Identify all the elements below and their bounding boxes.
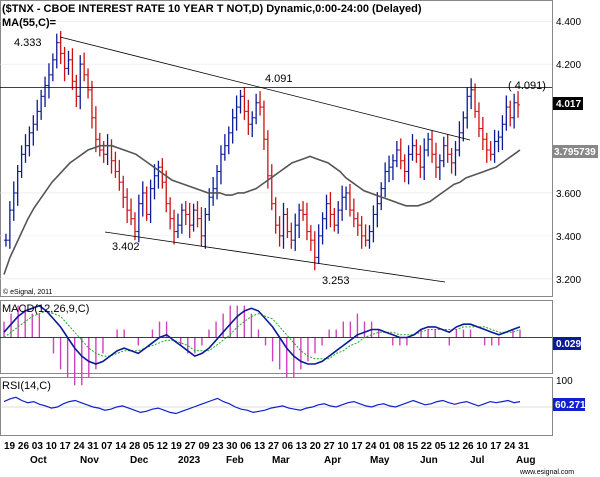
chart-title: ($TNX - CBOE INTEREST RATE 10 YEAR T NOT…	[2, 3, 422, 15]
x-tick-label: 23	[212, 441, 224, 452]
x-tick-label: 31	[87, 441, 99, 452]
x-tick-label: 24	[74, 441, 86, 452]
x-month-label: Nov	[80, 455, 99, 466]
x-tick-label: 17	[490, 441, 502, 452]
rsi-tick-label: 100	[556, 376, 573, 387]
copyright: © eSignal, 2011	[3, 288, 53, 296]
x-month-label: Apr	[324, 455, 341, 466]
macd-line	[3, 304, 521, 365]
macd-value-label: 0.029	[556, 339, 581, 350]
x-month-label: Jul	[470, 455, 485, 466]
ma-label: MA(55,C)=	[2, 17, 56, 29]
ma-55-line	[3, 144, 521, 275]
x-tick-label: 27	[324, 441, 336, 452]
x-month-label: Mar	[272, 455, 290, 466]
x-tick-label: 15	[407, 441, 419, 452]
rsi-value-box	[553, 398, 585, 411]
x-tick-label: 12	[157, 441, 169, 452]
last-price-label: 4.017	[556, 99, 581, 110]
price-gridlines	[0, 20, 552, 280]
x-tick-label: 03	[32, 441, 44, 452]
x-tick-label: 10	[338, 441, 350, 452]
x-tick-label: 20	[310, 441, 322, 452]
x-tick-label: 19	[171, 441, 183, 452]
x-tick-label: 06	[282, 441, 294, 452]
macd-panel	[0, 300, 553, 374]
x-tick-label: 13	[254, 441, 266, 452]
annotation-high: 4.333	[14, 37, 42, 49]
price-tick-label: 3.200	[556, 275, 581, 286]
x-tick-label: 22	[421, 441, 433, 452]
x-month-label: Aug	[516, 455, 535, 466]
macd-title: MACD(12,26,9,C)	[2, 303, 89, 315]
price-tick-label: 4.400	[556, 17, 581, 28]
ma-value-box	[553, 145, 598, 158]
price-axis: 4.400 4.200 3.600 3.400 3.200	[556, 17, 581, 286]
rsi-title: RSI(14,C)	[2, 380, 51, 392]
x-tick-label: 17	[351, 441, 363, 452]
x-tick-label: 27	[268, 441, 280, 452]
ma-value-label: 3.795739	[554, 147, 596, 158]
rsi-line	[3, 396, 521, 415]
level-label: ( 4.091)	[508, 80, 546, 92]
x-month-label: Oct	[30, 455, 47, 466]
x-tick-label: 08	[393, 441, 405, 452]
x-tick-label: 05	[435, 441, 447, 452]
price-tick-label: 3.600	[556, 189, 581, 200]
x-tick-label: 10	[476, 441, 488, 452]
annotation-low: 3.253	[322, 275, 350, 287]
x-tick-label: 19	[4, 441, 16, 452]
x-tick-label: 05	[143, 441, 155, 452]
lower-trendline	[104, 231, 446, 283]
price-tick-label: 4.200	[556, 60, 581, 71]
x-tick-label: 17	[60, 441, 72, 452]
x-axis: 19 26 03 10 17 24 31 07 14 28 05 12 19 27 09 23 30 06 13 27…	[4, 441, 535, 466]
x-tick-label: 06	[240, 441, 252, 452]
x-month-label: 2023	[178, 455, 201, 466]
annotation-low-left: 3.402	[112, 241, 140, 253]
x-month-label: Feb	[226, 455, 244, 466]
x-tick-label: 10	[46, 441, 58, 452]
x-month-label: May	[370, 455, 390, 466]
x-tick-label: 24	[365, 441, 377, 452]
x-tick-label: 14	[115, 441, 127, 452]
x-tick-label: 31	[518, 441, 530, 452]
macd-value-box	[553, 337, 581, 350]
rsi-value-label: 60.271	[555, 400, 586, 411]
price-bars	[3, 31, 521, 271]
annotation-mid-high: 4.091	[265, 73, 293, 85]
x-month-label: Jun	[420, 455, 438, 466]
x-tick-label: 12	[449, 441, 461, 452]
x-tick-label: 26	[463, 441, 475, 452]
x-tick-label: 09	[199, 441, 211, 452]
x-tick-label: 24	[504, 441, 516, 452]
x-tick-label: 27	[185, 441, 197, 452]
x-month-label: Dec	[130, 455, 149, 466]
x-tick-label: 07	[101, 441, 113, 452]
footer-url: www.esignal.com	[519, 469, 574, 476]
x-tick-label: 13	[296, 441, 308, 452]
price-panel	[0, 0, 553, 297]
x-tick-label: 30	[226, 441, 238, 452]
upper-trendline	[59, 36, 471, 141]
x-tick-label: 26	[18, 441, 30, 452]
x-tick-label: 01	[379, 441, 391, 452]
price-tick-label: 3.400	[556, 232, 581, 243]
x-tick-label: 28	[129, 441, 141, 452]
last-price-box	[553, 97, 583, 110]
